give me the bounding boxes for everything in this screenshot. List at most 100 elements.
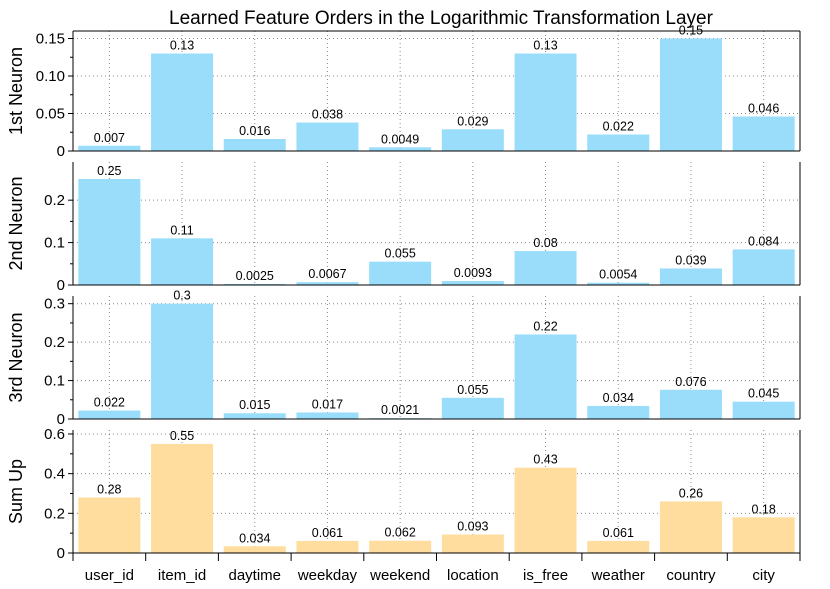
bar-country bbox=[659, 38, 722, 151]
y-axis-label: 2nd Neuron bbox=[6, 176, 26, 270]
bar-item_id bbox=[151, 238, 214, 285]
y-tick-label: 0.2 bbox=[44, 192, 65, 209]
bar-weather bbox=[587, 405, 650, 419]
x-tick-label: weekend bbox=[369, 567, 430, 584]
data-label: 0.25 bbox=[97, 164, 121, 178]
y-tick-label: 0.4 bbox=[44, 466, 65, 483]
data-label: 0.55 bbox=[170, 429, 194, 443]
y-tick-label: 0.6 bbox=[44, 426, 65, 443]
data-label: 0.28 bbox=[97, 482, 121, 496]
data-label: 0.0093 bbox=[454, 266, 492, 280]
bar-location bbox=[441, 129, 504, 151]
bar-weekday bbox=[296, 282, 359, 285]
data-label: 0.0025 bbox=[236, 269, 274, 283]
bar-daytime bbox=[223, 546, 286, 553]
bar-city bbox=[732, 401, 795, 419]
y-tick-label: 0.2 bbox=[44, 505, 65, 522]
data-label: 0.029 bbox=[457, 114, 488, 128]
bar-is_free bbox=[514, 467, 577, 553]
data-label: 0.046 bbox=[748, 102, 779, 116]
panel-4: 0.28 0.55 0.034 0.061 0.062 0.093 0.43 0.061 0.2… bbox=[6, 426, 801, 562]
y-tick-label: 0 bbox=[57, 143, 65, 160]
data-label: 0.034 bbox=[603, 391, 634, 405]
bar-item_id bbox=[151, 303, 214, 419]
y-tick-label: 0.1 bbox=[44, 235, 65, 252]
panel-2: 0.25 0.11 0.0025 0.0067 0.055 0.0093 0.08 0.005… bbox=[6, 162, 801, 294]
data-label: 0.039 bbox=[675, 253, 706, 267]
data-label: 0.084 bbox=[748, 234, 779, 248]
data-label: 0.0067 bbox=[308, 267, 346, 281]
bar-weekend bbox=[369, 540, 432, 553]
bar-is_free bbox=[514, 251, 577, 285]
bar-user_id bbox=[78, 497, 141, 553]
x-tick-label: weather bbox=[591, 567, 645, 584]
data-label: 0.13 bbox=[170, 39, 194, 53]
bar-daytime bbox=[223, 413, 286, 419]
x-tick-label: user_id bbox=[85, 567, 134, 584]
panel-3: 0.022 0.3 0.015 0.017 0.0021 0.055 0.22 0.034 0.… bbox=[6, 289, 801, 428]
data-label: 0.093 bbox=[457, 520, 488, 534]
x-tick-label: weekday bbox=[297, 567, 358, 584]
data-label: 0.43 bbox=[533, 453, 557, 467]
data-label: 0.061 bbox=[312, 526, 343, 540]
data-label: 0.0021 bbox=[381, 403, 419, 417]
data-label: 0.18 bbox=[751, 502, 775, 516]
y-tick-label: 0 bbox=[57, 277, 65, 294]
bar-country bbox=[659, 501, 722, 553]
bar-location bbox=[441, 397, 504, 419]
data-label: 0.016 bbox=[239, 124, 270, 138]
data-label: 0.061 bbox=[603, 526, 634, 540]
data-label: 0.062 bbox=[385, 526, 416, 540]
y-tick-label: 0 bbox=[57, 411, 65, 428]
data-label: 0.13 bbox=[533, 39, 557, 53]
x-tick-label: location bbox=[447, 567, 499, 584]
panel-1: 0.007 0.13 0.016 0.038 0.0049 0.029 0.13 0.022 0… bbox=[6, 24, 801, 160]
y-tick-label: 0.1 bbox=[44, 373, 65, 390]
bar-weather bbox=[587, 540, 650, 553]
x-tick-label: city bbox=[752, 567, 775, 584]
bar-weekend bbox=[369, 261, 432, 285]
data-label: 0.08 bbox=[533, 236, 557, 250]
data-label: 0.034 bbox=[239, 531, 270, 545]
bar-item_id bbox=[151, 443, 214, 553]
bar-weather bbox=[587, 134, 650, 151]
bar-daytime bbox=[223, 139, 286, 151]
y-axis-label: Sum Up bbox=[6, 459, 26, 524]
bar-user_id bbox=[78, 178, 141, 285]
data-label: 0.055 bbox=[457, 383, 488, 397]
y-tick-label: 0.3 bbox=[44, 296, 65, 313]
x-tick-label: daytime bbox=[228, 567, 281, 584]
data-label: 0.045 bbox=[748, 387, 779, 401]
data-label: 0.3 bbox=[173, 289, 190, 303]
data-label: 0.0049 bbox=[381, 132, 419, 146]
bar-weekday bbox=[296, 122, 359, 151]
y-axis-label: 3rd Neuron bbox=[6, 312, 26, 402]
bar-user_id bbox=[78, 145, 141, 151]
bar-item_id bbox=[151, 53, 214, 151]
data-label: 0.055 bbox=[385, 247, 416, 261]
y-axis-label: 1st Neuron bbox=[6, 47, 26, 135]
bar-is_free bbox=[514, 53, 577, 151]
y-tick-label: 0.05 bbox=[36, 106, 65, 123]
data-label: 0.076 bbox=[675, 375, 706, 389]
x-tick-label: item_id bbox=[158, 567, 206, 584]
y-tick-label: 0.10 bbox=[36, 68, 65, 85]
bar-is_free bbox=[514, 334, 577, 419]
data-label: 0.017 bbox=[312, 397, 343, 411]
data-label: 0.022 bbox=[94, 396, 125, 410]
y-tick-label: 0 bbox=[57, 545, 65, 562]
y-tick-label: 0.2 bbox=[44, 334, 65, 351]
data-label: 0.26 bbox=[679, 486, 703, 500]
x-tick-label: country bbox=[666, 567, 716, 584]
data-label: 0.038 bbox=[312, 108, 343, 122]
chart-title: Learned Feature Orders in the Logarithmi… bbox=[169, 8, 714, 29]
data-label: 0.11 bbox=[170, 223, 193, 237]
data-label: 0.015 bbox=[239, 398, 270, 412]
data-label: 0.0054 bbox=[599, 268, 637, 282]
data-label: 0.22 bbox=[533, 319, 557, 333]
bar-weather bbox=[587, 282, 650, 285]
bar-user_id bbox=[78, 410, 141, 419]
bar-weekday bbox=[296, 540, 359, 553]
bar-city bbox=[732, 517, 795, 553]
